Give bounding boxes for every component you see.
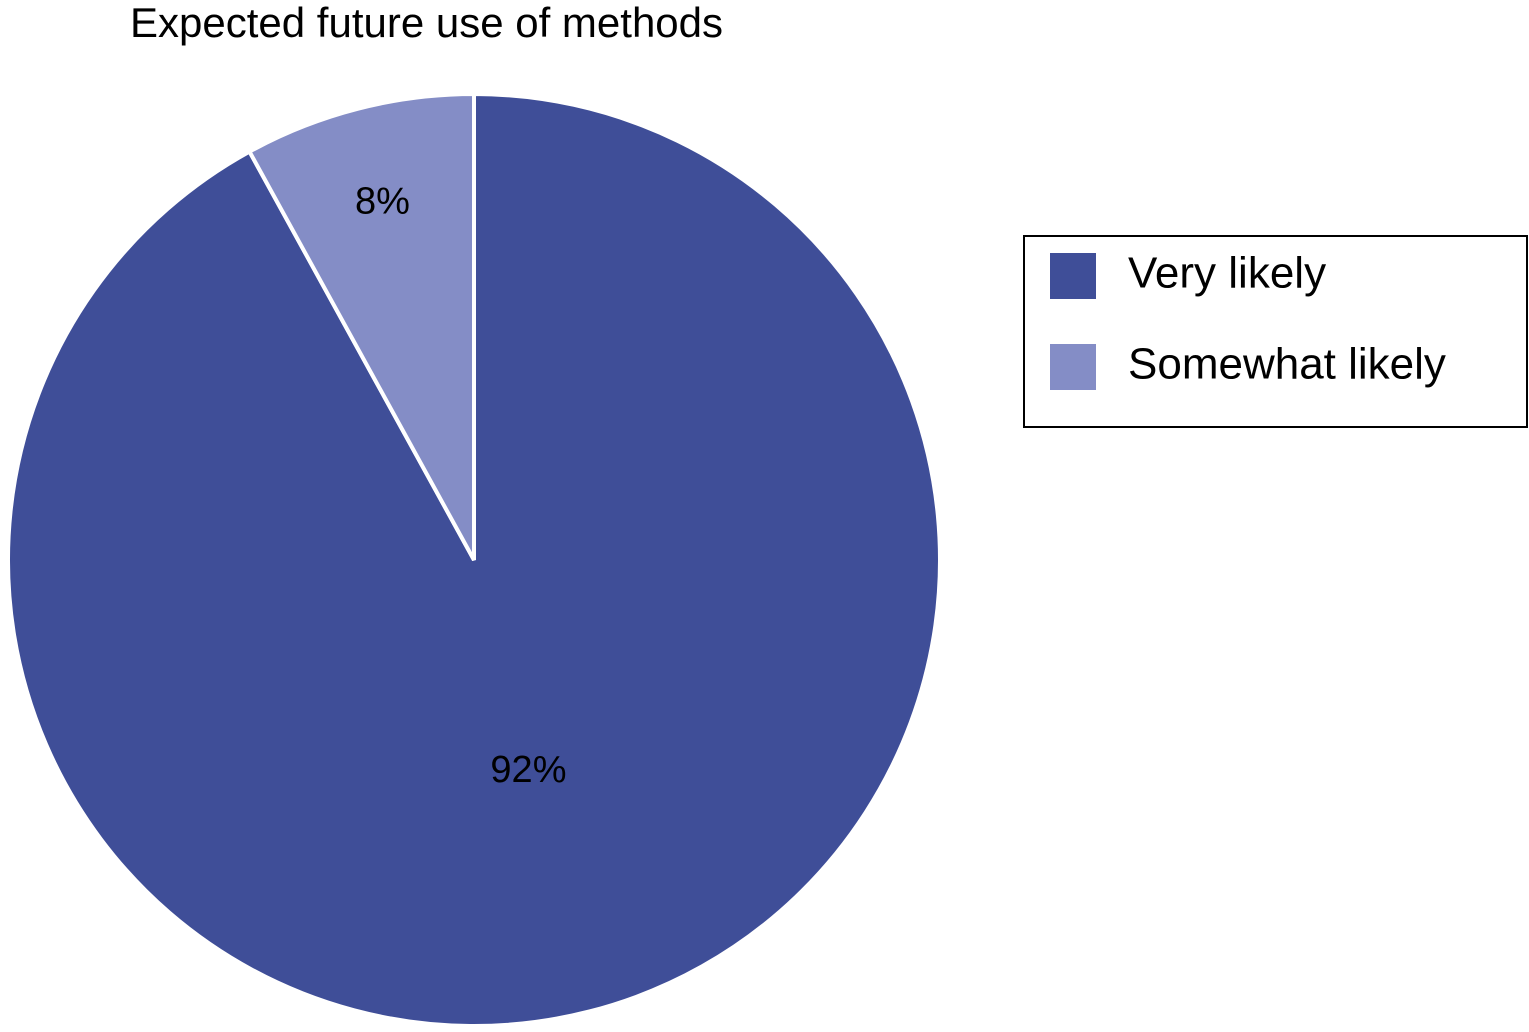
data-label: 92% [490,749,566,791]
legend-swatch [1050,253,1096,299]
pie-slice [246,91,476,561]
chart-title: Expected future use of methods [130,0,723,46]
legend-label: Somewhat likely [1128,340,1446,389]
data-label: 8% [355,180,410,222]
legend-swatch [1050,344,1096,390]
legend-box [1023,235,1528,428]
legend-label: Very likely [1128,249,1326,298]
